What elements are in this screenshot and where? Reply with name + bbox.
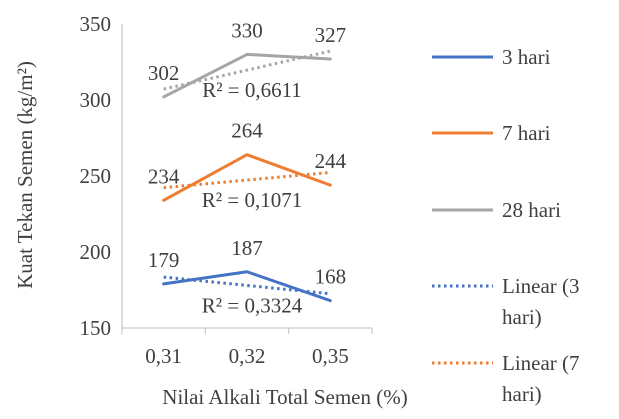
data-label: 179	[148, 248, 180, 272]
series-line-3-hari	[162, 270, 332, 303]
legend-label: 7 hari	[502, 121, 551, 145]
legend-label: Linear (7	[502, 351, 580, 375]
series-line-28-hari	[162, 52, 332, 99]
data-label: 302	[148, 61, 180, 85]
x-tick-label: 0,31	[145, 344, 182, 368]
legend-label: Linear (3	[502, 274, 580, 298]
data-label: 327	[315, 23, 347, 47]
r-squared-label: R² = 0,3324	[202, 293, 303, 317]
y-tick-label: 150	[80, 316, 112, 340]
legend-label: 3 hari	[502, 45, 551, 69]
data-label: 330	[231, 18, 263, 42]
y-tick-label: 300	[80, 88, 112, 112]
legend-label: hari)	[502, 382, 542, 406]
x-tick-label: 0,32	[229, 344, 266, 368]
data-label: 234	[148, 164, 180, 188]
r-squared-label: R² = 0,6611	[202, 78, 302, 102]
trendline-28-hari	[163, 49, 331, 91]
data-label: 187	[231, 236, 263, 260]
data-label: 244	[315, 149, 347, 173]
legend-label: hari)	[502, 305, 542, 329]
y-tick-label: 200	[80, 240, 112, 264]
x-axis-title: Nilai Alkali Total Semen (%)	[162, 385, 407, 409]
data-label: 264	[231, 119, 263, 143]
y-axis-title: Kuat Tekan Semen (kg/m²)	[13, 61, 37, 289]
y-tick-label: 350	[80, 12, 112, 36]
r-squared-label: R² = 0,1071	[202, 188, 302, 212]
legend-label: 28 hari	[502, 198, 561, 222]
y-tick-label: 250	[80, 164, 112, 188]
data-label: 168	[315, 265, 347, 289]
series-line-7-hari	[162, 153, 332, 202]
x-tick-label: 0,35	[312, 344, 349, 368]
